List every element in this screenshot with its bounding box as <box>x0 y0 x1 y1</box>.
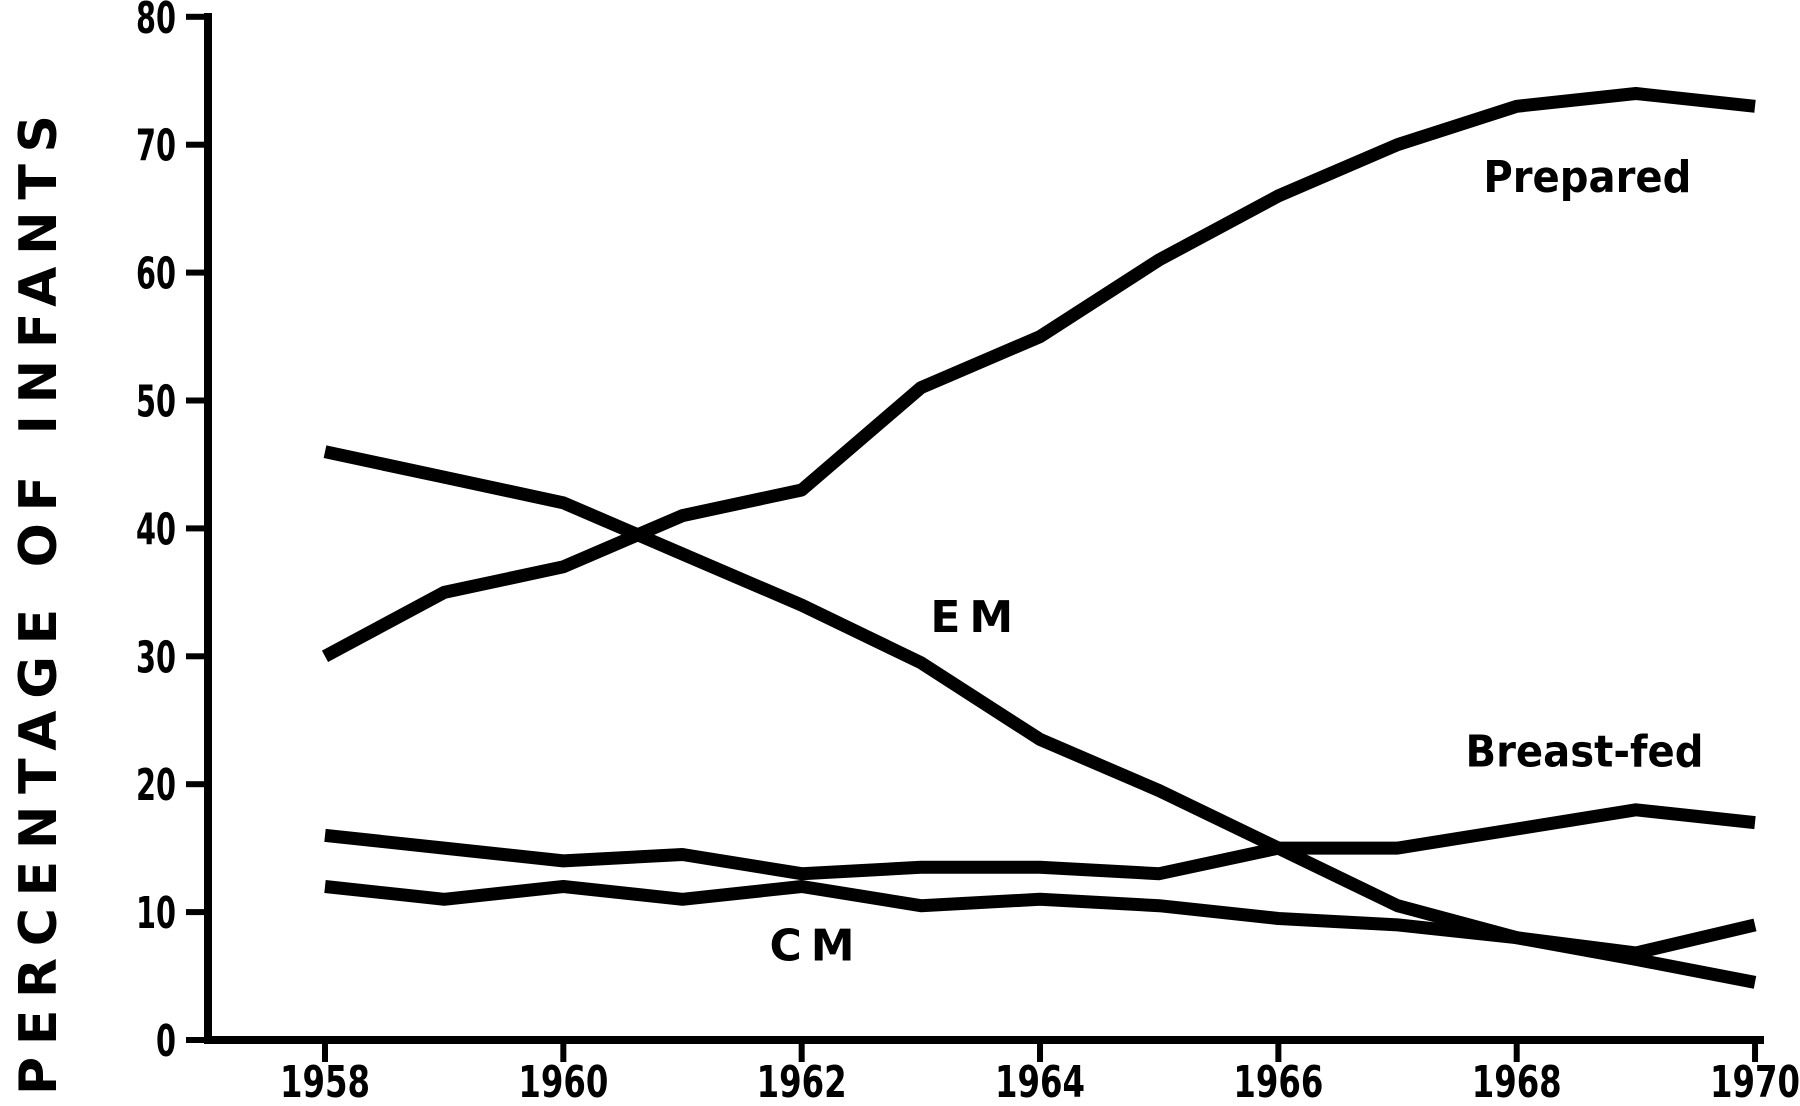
y-tick <box>186 1037 204 1043</box>
x-tick-label: 1966 <box>1233 1057 1323 1102</box>
y-tick-label: 60 <box>136 249 176 300</box>
y-tick-label: 20 <box>136 760 176 811</box>
x-tick-label: 1970 <box>1710 1057 1800 1102</box>
x-tick-label: 1958 <box>280 1057 370 1102</box>
x-axis-ticks: 1958 1960 1962 1964 1966 1968 1970 <box>280 1044 1800 1106</box>
y-tick <box>186 269 204 276</box>
series-labels: Prepared EM Breast-fed CM <box>770 152 1704 972</box>
series-line-Prepared <box>321 87 1756 663</box>
y-tick <box>186 525 204 532</box>
series-label-EM: EM <box>930 592 1022 643</box>
y-tick-label: 0 <box>156 1016 176 1067</box>
x-tick <box>1752 1044 1759 1062</box>
y-tick <box>186 781 204 788</box>
x-tick <box>560 1044 567 1062</box>
series-lines <box>321 87 1757 989</box>
x-tick-label: 1968 <box>1472 1057 1562 1102</box>
y-tick <box>186 13 204 20</box>
x-tick <box>1037 1044 1044 1062</box>
y-tick <box>186 909 204 916</box>
x-tick <box>322 1044 328 1062</box>
y-tick-label: 30 <box>136 632 176 683</box>
y-axis-line <box>204 13 212 1044</box>
series-line-Breast-fed <box>324 803 1756 881</box>
y-tick <box>186 397 204 404</box>
x-tick-label: 1960 <box>518 1057 608 1102</box>
y-tick-label: 10 <box>136 888 176 939</box>
series-label-Breast-fed: Breast-fed <box>1465 726 1703 777</box>
x-tick-label: 1962 <box>757 1057 847 1102</box>
x-tick <box>798 1044 805 1062</box>
y-axis-ticks: 0 10 20 30 40 50 60 70 80 <box>136 0 204 1067</box>
x-tick-label: 1964 <box>995 1057 1085 1102</box>
y-tick-label: 40 <box>136 504 176 555</box>
y-tick <box>186 653 204 660</box>
y-tick-label: 50 <box>136 377 176 428</box>
y-tick-label: 80 <box>136 0 176 44</box>
y-axis-title: PERCENTAGE OF INFANTS <box>9 115 69 1095</box>
y-tick <box>186 141 204 148</box>
y-tick-label: 70 <box>136 121 176 172</box>
x-tick <box>1513 1044 1520 1062</box>
x-axis-line <box>204 1036 1764 1044</box>
series-label-CM: CM <box>770 921 864 972</box>
series-line-CM <box>324 880 1757 960</box>
x-tick <box>1275 1044 1282 1062</box>
series-label-Prepared: Prepared <box>1483 152 1691 203</box>
